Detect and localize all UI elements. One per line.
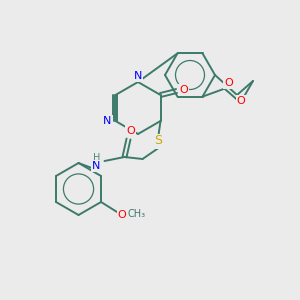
Text: O: O	[237, 96, 245, 106]
Text: O: O	[118, 210, 126, 220]
Text: N: N	[103, 116, 112, 126]
Text: N: N	[92, 161, 101, 171]
Text: CH₃: CH₃	[128, 209, 146, 219]
Text: O: O	[224, 78, 233, 88]
Text: O: O	[126, 126, 135, 136]
Text: O: O	[179, 85, 188, 95]
Text: N: N	[134, 71, 142, 81]
Text: H: H	[93, 153, 100, 163]
Text: S: S	[154, 134, 163, 148]
